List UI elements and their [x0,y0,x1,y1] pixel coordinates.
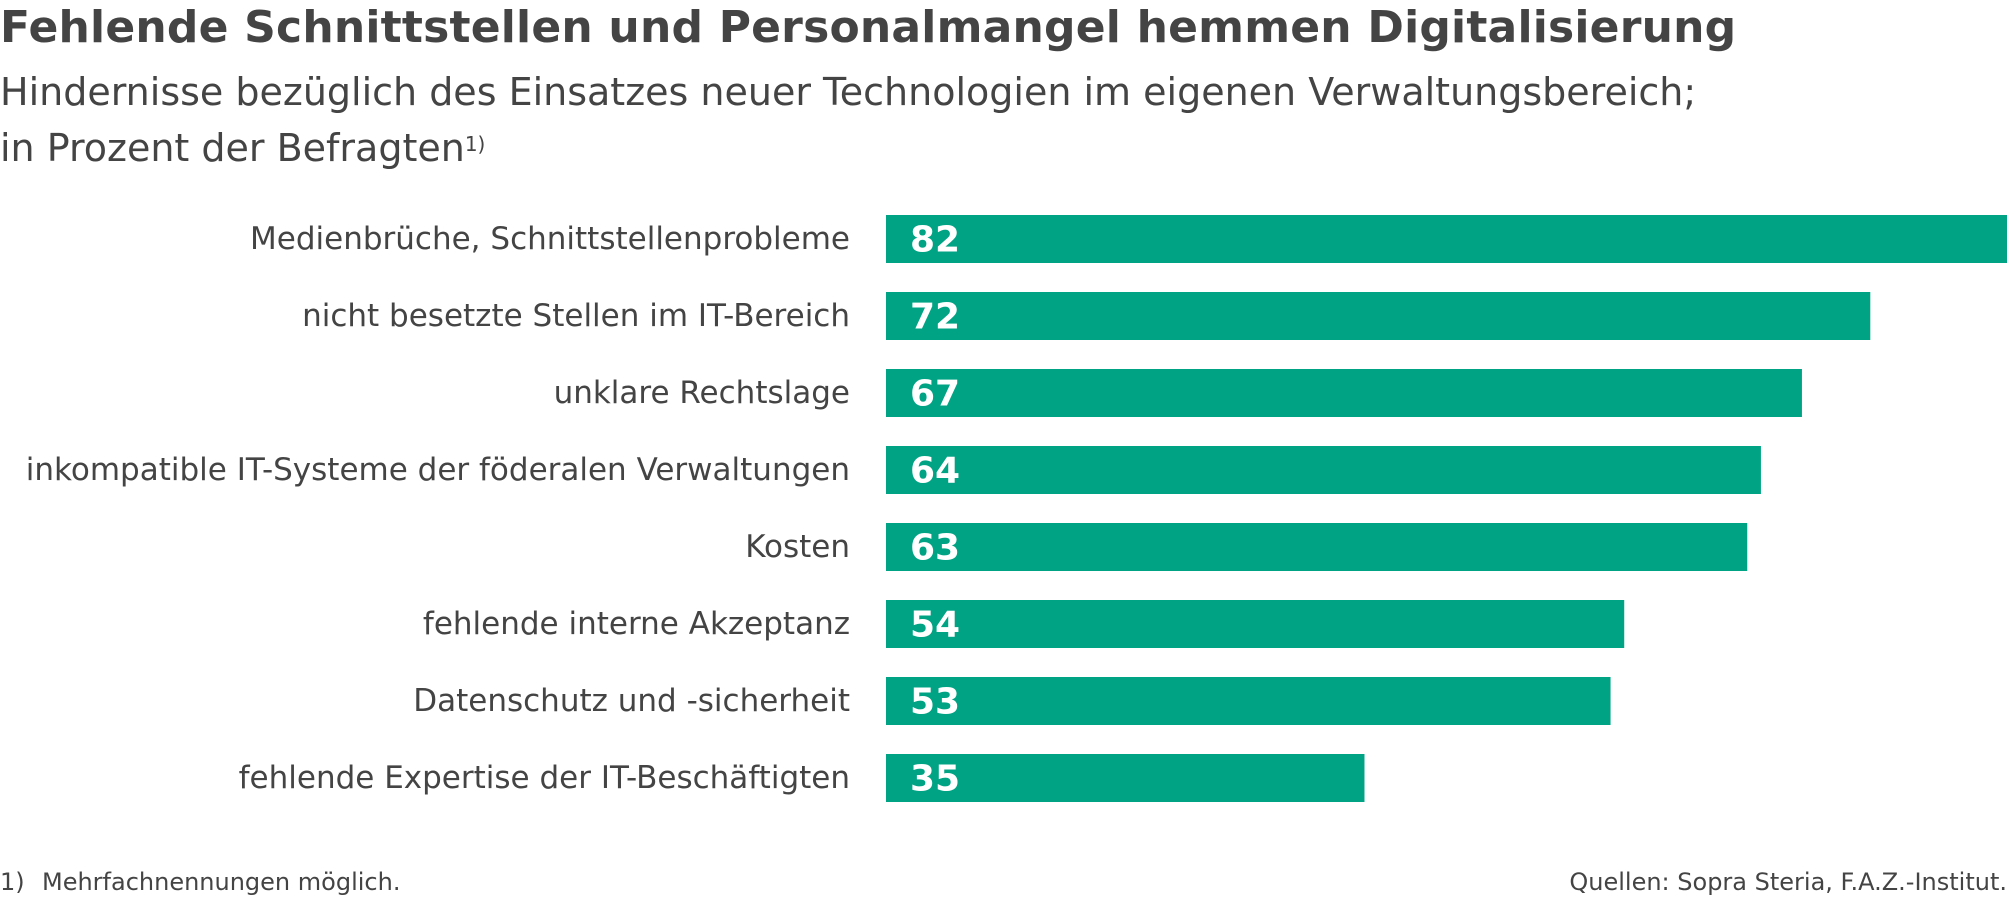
subtitle-line-1: Hindernisse bezüglich des Einsatzes neue… [0,70,1697,114]
bar [886,677,1611,725]
value-label: 35 [910,759,960,800]
bar [886,446,1761,494]
category-label: unklare Rechtslage [554,375,850,411]
category-label: Datenschutz und -sicherheit [413,683,850,719]
footnote-text: Mehrfachnennungen möglich. [42,868,401,896]
bars-group: Medienbrüche, Schnittstellenprobleme 82 ni… [26,215,2007,802]
chart-title: Fehlende Schnittstellen und Personalmang… [0,2,1737,53]
bar [886,292,1871,340]
subtitle-footnote-marker: 1) [464,132,486,156]
footnote-marker: 1) [0,868,25,896]
value-label: 67 [910,374,960,415]
category-label: fehlende interne Akzeptanz [423,606,850,642]
category-label: inkompatible IT-Systeme der föderalen Ve… [26,452,850,488]
value-label: 53 [910,682,960,723]
bar [886,215,2007,263]
subtitle-line-2: in Prozent der Befragten1) [0,120,1696,176]
chart-subtitle: Hindernisse bezüglich des Einsatzes neue… [0,64,1696,176]
category-label: Medienbrüche, Schnittstellenprobleme [250,221,850,257]
source-note: Quellen: Sopra Steria, F.A.Z.-Institut. [1569,868,2007,896]
value-label: 54 [910,605,960,646]
value-label: 72 [910,297,960,338]
category-label: nicht besetzte Stellen im IT-Bereich [302,298,850,334]
value-label: 64 [910,451,960,492]
value-label: 82 [910,220,960,261]
bar [886,523,1748,571]
bar [886,600,1625,648]
bar-chart: Medienbrüche, Schnittstellenprobleme 82 ni… [26,215,2007,802]
bar [886,754,1365,802]
category-label: Kosten [745,529,850,565]
subtitle-line-2-text: in Prozent der Befragten [0,126,465,170]
bar [886,369,1802,417]
category-label: fehlende Expertise der IT-Beschäftigten [239,760,850,796]
footnote: 1) Mehrfachnennungen möglich. [0,868,400,896]
value-label: 63 [910,528,960,569]
